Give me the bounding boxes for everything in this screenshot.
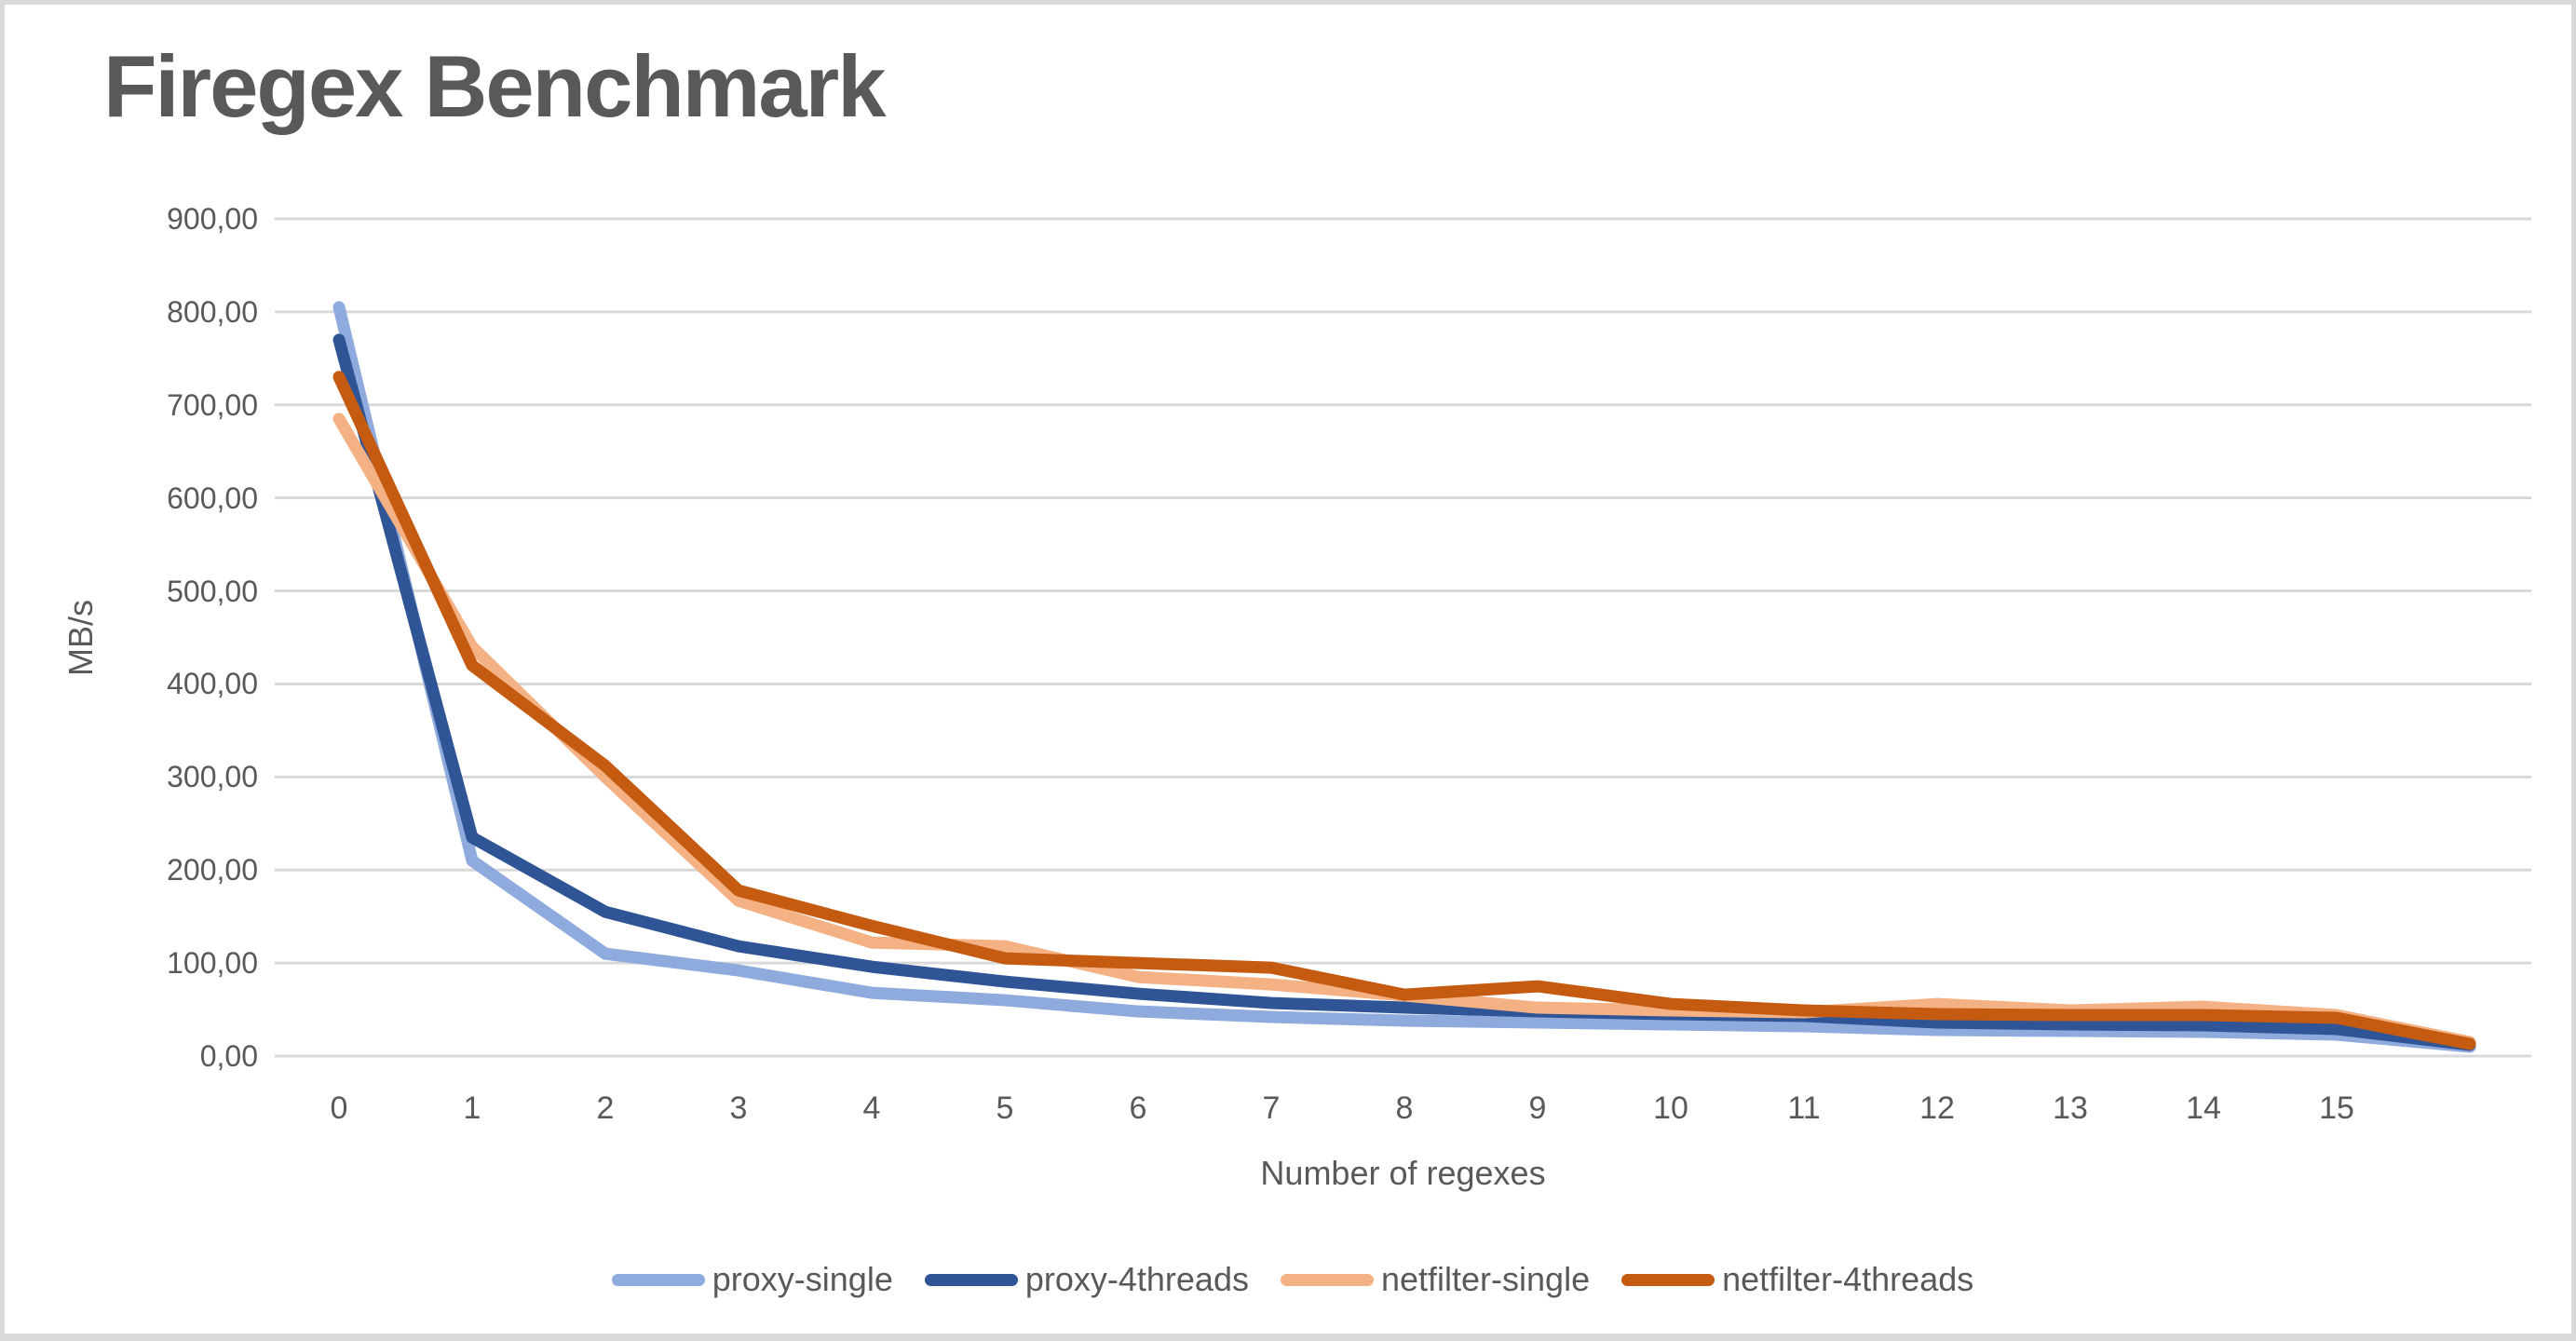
legend-swatch-proxy-4threads [924, 1273, 1018, 1286]
legend: proxy-single proxy-4threads netfilter-sing… [5, 1260, 2571, 1299]
legend-label: netfilter-single [1380, 1260, 1591, 1298]
x-tick-label-2: 2 [596, 1090, 615, 1126]
legend-label: proxy-single [712, 1260, 893, 1298]
legend-label: proxy-4threads [1024, 1260, 1249, 1298]
x-tick-label-12: 12 [1919, 1090, 1955, 1126]
y-tick-label-400: 400,00 [167, 667, 258, 701]
x-tick-label-10: 10 [1653, 1090, 1688, 1126]
y-tick-label-0: 0,00 [199, 1039, 258, 1073]
x-tick-label-11: 11 [1787, 1090, 1821, 1126]
y-tick-label-900: 900,00 [167, 202, 258, 236]
y-tick-label-800: 800,00 [167, 294, 258, 329]
legend-swatch-netfilter-single [1280, 1273, 1374, 1286]
y-tick-label-600: 600,00 [167, 481, 258, 515]
legend-label: netfilter-4threads [1722, 1260, 1974, 1298]
y-tick-label-100: 100,00 [167, 946, 258, 981]
series-line-netfilter-4threads [332, 371, 2476, 1050]
x-tick-label-7: 7 [1262, 1090, 1281, 1126]
x-tick-label-4: 4 [862, 1090, 881, 1126]
y-axis-title: MB/s [61, 600, 100, 677]
x-tick-label-3: 3 [729, 1090, 748, 1126]
x-tick-label-1: 1 [463, 1090, 481, 1126]
legend-item-proxy-single: proxy-single [611, 1260, 893, 1299]
legend-swatch-proxy-single [611, 1273, 705, 1286]
legend-swatch-netfilter-4threads [1621, 1273, 1715, 1286]
x-tick-label-13: 13 [2053, 1090, 2088, 1126]
legend-item-netfilter-single: netfilter-single [1280, 1260, 1591, 1299]
y-tick-label-500: 500,00 [167, 574, 258, 608]
series-line-netfilter-single [332, 413, 2476, 1049]
x-tick-label-9: 9 [1528, 1090, 1547, 1126]
series-line-proxy-single [332, 301, 2476, 1053]
plot-area [275, 217, 2531, 1058]
x-tick-label-8: 8 [1395, 1090, 1414, 1126]
x-tick-label-15: 15 [2319, 1090, 2354, 1126]
x-tick-label-0: 0 [330, 1090, 348, 1126]
y-tick-label-200: 200,00 [167, 853, 258, 887]
x-axis-title: Number of regexes [1260, 1154, 1546, 1192]
chart-title: Firegex Benchmark [103, 37, 886, 135]
x-tick-label-14: 14 [2186, 1090, 2221, 1126]
x-tick-label-6: 6 [1129, 1090, 1147, 1126]
x-tick-label-5: 5 [996, 1090, 1014, 1126]
legend-item-netfilter-4threads: netfilter-4threads [1621, 1260, 1973, 1299]
series-line-proxy-4threads [332, 333, 2476, 1051]
legend-item-proxy-4threads: proxy-4threads [924, 1260, 1249, 1299]
y-tick-label-300: 300,00 [167, 760, 258, 794]
y-tick-label-700: 700,00 [167, 387, 258, 422]
